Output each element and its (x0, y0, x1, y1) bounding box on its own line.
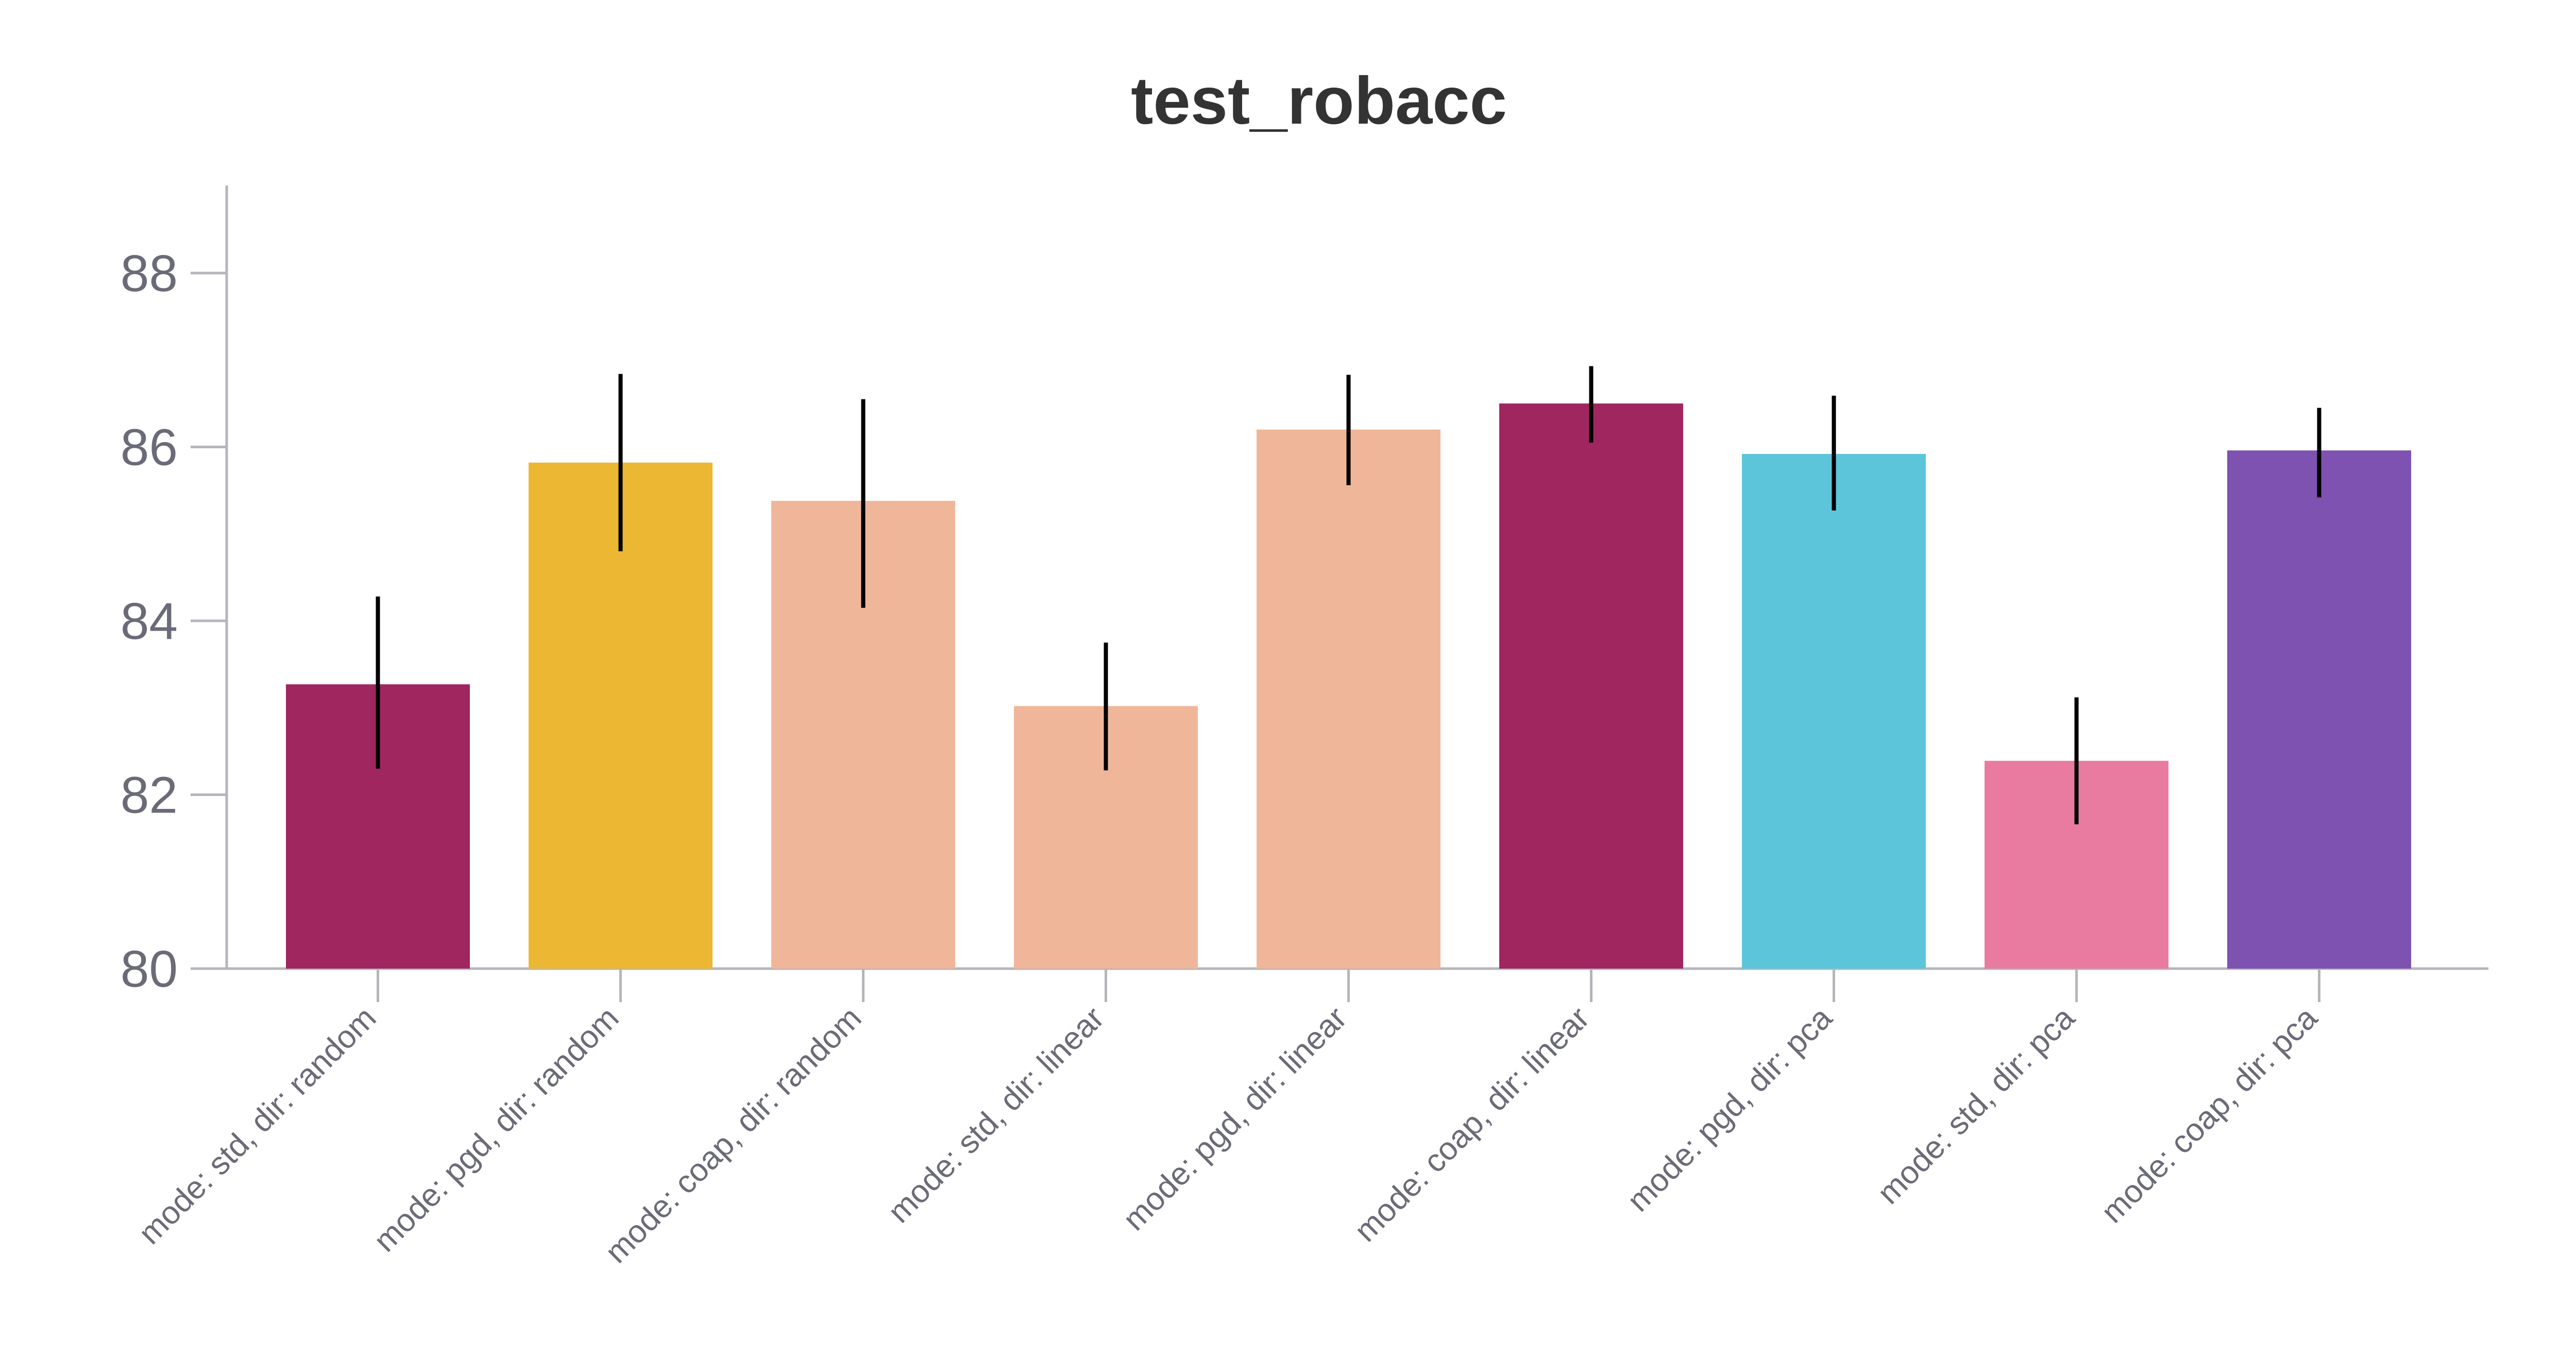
x-tick-label-6: mode: coap, dir: linear (1348, 1000, 1597, 1249)
x-tick-label-2: mode: pgd, dir: random (367, 1000, 625, 1259)
y-tick-label-82: 82 (121, 767, 178, 824)
x-tick-label-9: mode: coap, dir: pca (2094, 1000, 2324, 1230)
x-tick-label-7: mode: pgd, dir: pca (1620, 1000, 1839, 1218)
x-tick-label-5: mode: pgd, dir: linear (1116, 1000, 1354, 1238)
x-tick-label-3: mode: coap, dir: random (598, 1000, 868, 1270)
bar-7[interactable] (1742, 454, 1926, 969)
x-tick-label-8: mode: std, dir: pca (1871, 1000, 2082, 1211)
y-tick-label-88: 88 (121, 245, 178, 302)
error-bars (376, 366, 2321, 824)
y-tick-label-86: 86 (121, 419, 178, 477)
x-axis (227, 967, 2488, 1002)
y-tick-label-84: 84 (121, 593, 178, 650)
bars (286, 403, 2411, 969)
x-tick-label-4: mode: std, dir: linear (881, 1000, 1111, 1230)
y-tick-label-80: 80 (121, 940, 178, 998)
x-tick-label-1: mode: std, dir: random (132, 1000, 383, 1251)
chart-title: test_robacc (1131, 63, 1507, 138)
bar-9[interactable] (2227, 450, 2411, 969)
bar-6[interactable] (1499, 403, 1683, 969)
bar-5[interactable] (1257, 429, 1440, 969)
y-axis: 80 82 84 86 88 (121, 185, 228, 998)
